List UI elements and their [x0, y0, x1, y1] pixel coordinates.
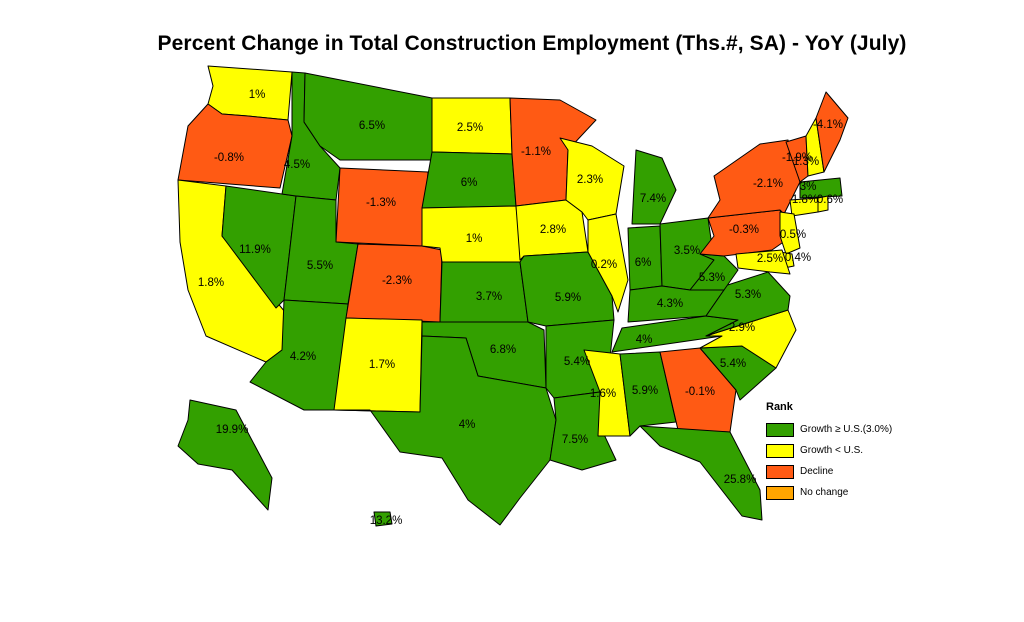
state-label-ga: -0.1% [685, 386, 715, 398]
state-mi [631, 149, 677, 225]
state-label-md: 2.5% [757, 253, 783, 265]
state-label-ma: 3% [800, 181, 817, 193]
legend-item: Decline [766, 461, 892, 482]
state-label-ak: 19.9% [216, 424, 249, 436]
state-label-az: 4.2% [290, 351, 316, 363]
state-label-mo: 5.9% [555, 292, 581, 304]
state-label-me: -4.1% [813, 119, 843, 131]
legend-title: Rank [766, 401, 793, 413]
state-tx [333, 335, 557, 526]
state-label-ar: 5.4% [564, 356, 590, 368]
state-me [815, 91, 849, 173]
state-label-ct: 1.8% [792, 194, 818, 206]
state-label-ne: 1% [466, 233, 483, 245]
state-label-il: 0.2% [591, 259, 617, 271]
state-label-nm: 1.7% [369, 359, 395, 371]
legend-swatch [766, 464, 794, 479]
legend-label: Decline [800, 466, 834, 477]
state-label-ny: -2.1% [753, 178, 783, 190]
state-label-ca: 1.8% [198, 277, 224, 289]
legend-item: No change [766, 482, 892, 503]
state-label-al: 5.9% [632, 385, 658, 397]
legend-swatch [766, 443, 794, 458]
state-label-vt: -1.9% [782, 152, 812, 164]
state-label-nj: 0.5% [780, 229, 806, 241]
state-label-wy: -1.3% [366, 197, 396, 209]
state-label-la: 7.5% [562, 434, 588, 446]
state-nc [699, 309, 797, 369]
state-label-nc: 2.9% [729, 322, 755, 334]
state-label-mn: -1.1% [521, 146, 551, 158]
legend-label: No change [800, 487, 849, 498]
state-md [735, 249, 791, 275]
state-nj [779, 211, 801, 255]
state-label-nd: 2.5% [457, 122, 483, 134]
state-label-oh: 3.5% [674, 245, 700, 257]
state-fl [639, 425, 763, 521]
state-hi [373, 511, 393, 527]
legend-item: Growth ≥ U.S.(3.0%) [766, 419, 892, 440]
state-ga [659, 347, 737, 433]
state-il [587, 213, 629, 313]
state-label-ri: 0.6% [817, 194, 843, 206]
legend: Rank Growth ≥ U.S.(3.0%) Growth < U.S. Dec… [766, 401, 892, 503]
state-label-id: 4.5% [284, 159, 310, 171]
state-label-wv: 5.3% [699, 272, 725, 284]
state-ma [799, 177, 843, 199]
state-label-ia: 2.8% [540, 224, 566, 236]
legend-item: Growth < U.S. [766, 440, 892, 461]
state-label-tn: 4% [636, 334, 653, 346]
state-label-nv: 11.9% [239, 244, 271, 256]
state-label-wi: 2.3% [577, 174, 603, 186]
state-label-hi: 13.2% [370, 515, 403, 527]
state-label-in: 6% [635, 257, 652, 269]
state-label-ks: 3.7% [476, 291, 502, 303]
state-label-fl: 25.8% [724, 474, 757, 486]
state-label-co: -2.3% [382, 275, 412, 287]
legend-label: Growth ≥ U.S.(3.0%) [800, 424, 893, 435]
state-ak [177, 399, 273, 511]
state-label-sc: 5.4% [720, 358, 746, 370]
state-va [705, 271, 791, 337]
state-ri [817, 195, 829, 213]
legend-label: Growth < U.S. [800, 445, 864, 456]
state-label-va: 5.3% [735, 289, 761, 301]
state-al [619, 351, 677, 437]
state-label-tx: 4% [459, 419, 476, 431]
state-label-ut: 5.5% [307, 260, 333, 272]
state-mt [303, 72, 433, 161]
state-label-mt: 6.5% [359, 120, 385, 132]
state-label-ms: 1.6% [590, 388, 616, 400]
state-label-or: -0.8% [214, 152, 244, 164]
state-label-wa: 1% [249, 89, 266, 101]
state-label-sd: 6% [461, 177, 478, 189]
legend-swatch [766, 485, 794, 500]
legend-swatch [766, 422, 794, 437]
state-label-nh: 1.3% [793, 156, 819, 168]
state-label-ky: 4.3% [657, 298, 683, 310]
page-title: Percent Change in Total Construction Emp… [157, 32, 907, 55]
state-label-de: 0.4% [785, 252, 811, 264]
state-label-pa: -0.3% [729, 224, 759, 236]
state-label-mi: 7.4% [640, 193, 666, 205]
state-label-ok: 6.8% [490, 344, 516, 356]
state-ms [583, 349, 631, 437]
